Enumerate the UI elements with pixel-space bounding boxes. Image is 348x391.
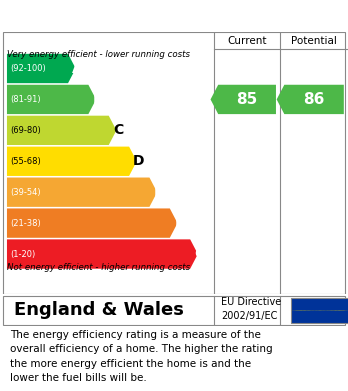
- Polygon shape: [277, 85, 344, 114]
- Text: (1-20): (1-20): [10, 249, 36, 258]
- Polygon shape: [7, 178, 157, 207]
- Polygon shape: [7, 54, 76, 83]
- Text: Current: Current: [227, 36, 267, 46]
- Polygon shape: [7, 147, 137, 176]
- Text: (81-91): (81-91): [10, 95, 41, 104]
- Text: E: E: [154, 185, 164, 199]
- Text: 86: 86: [303, 92, 325, 107]
- Text: D: D: [133, 154, 144, 168]
- Polygon shape: [7, 239, 198, 269]
- Text: Energy Efficiency Rating: Energy Efficiency Rating: [10, 9, 232, 23]
- Text: Very energy efficient - lower running costs: Very energy efficient - lower running co…: [7, 50, 190, 59]
- Text: A: A: [72, 61, 83, 75]
- Bar: [291, 298, 348, 323]
- Text: England & Wales: England & Wales: [14, 301, 184, 319]
- Text: (55-68): (55-68): [10, 157, 41, 166]
- Text: The energy efficiency rating is a measure of the
overall efficiency of a home. T: The energy efficiency rating is a measur…: [10, 330, 273, 383]
- Text: Potential: Potential: [291, 36, 337, 46]
- Text: F: F: [174, 216, 184, 230]
- Polygon shape: [7, 116, 116, 145]
- Text: (21-38): (21-38): [10, 219, 41, 228]
- Text: B: B: [93, 92, 103, 106]
- Text: C: C: [113, 123, 123, 137]
- Text: (69-80): (69-80): [10, 126, 41, 135]
- Polygon shape: [211, 85, 276, 114]
- Text: (39-54): (39-54): [10, 188, 41, 197]
- Text: EU Directive
2002/91/EC: EU Directive 2002/91/EC: [221, 297, 281, 321]
- Polygon shape: [7, 85, 96, 114]
- Text: Not energy efficient - higher running costs: Not energy efficient - higher running co…: [7, 263, 190, 272]
- Text: G: G: [194, 247, 205, 261]
- Polygon shape: [7, 208, 177, 238]
- Text: 85: 85: [236, 92, 258, 107]
- Text: (92-100): (92-100): [10, 64, 46, 73]
